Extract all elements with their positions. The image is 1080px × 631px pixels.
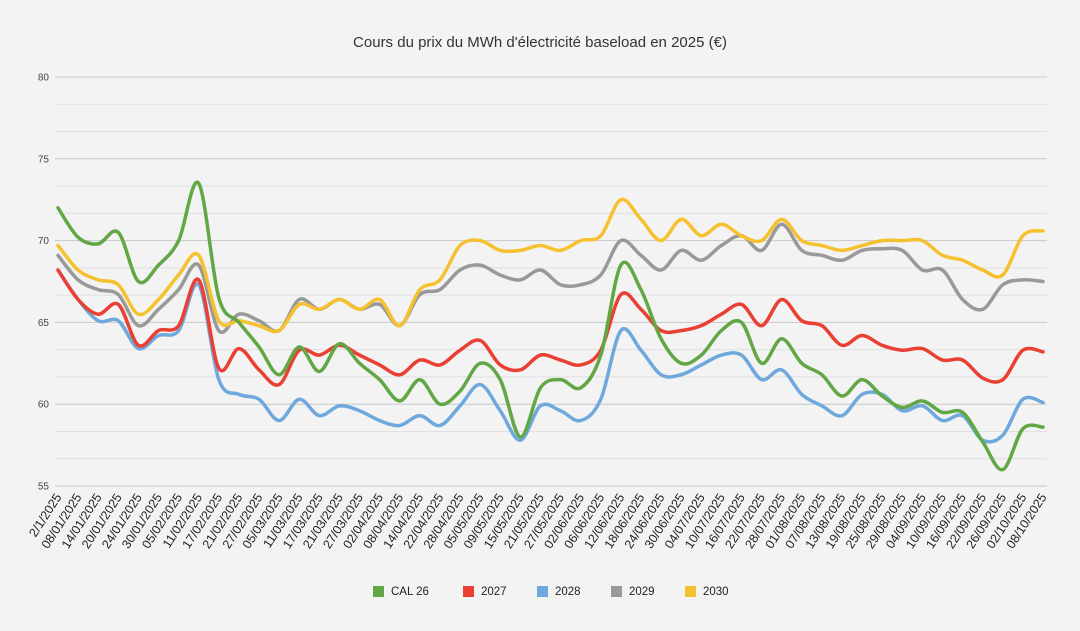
y-tick-label: 80 — [38, 73, 50, 84]
y-tick-label: 60 — [38, 400, 50, 411]
legend-label: 2030 — [703, 586, 729, 598]
legend-label: 2029 — [629, 586, 655, 598]
legend-label: CAL 26 — [391, 586, 429, 598]
x-axis-ticks: 2/1/202508/01/202514/01/202520/01/202524… — [26, 491, 1049, 551]
y-tick-label: 75 — [38, 154, 50, 165]
y-tick-label: 65 — [38, 318, 50, 329]
legend-swatch — [611, 586, 622, 597]
legend-label: 2027 — [481, 586, 507, 598]
series-lines — [56, 180, 1045, 472]
series-line-cal-26 — [56, 180, 1045, 472]
legend-swatch — [685, 586, 696, 597]
legend-swatch — [537, 586, 548, 597]
legend: CAL 26 2027 2028 2029 2030 — [373, 586, 729, 598]
legend-swatch — [373, 586, 384, 597]
chart-title: Cours du prix du MWh d'électricité basel… — [353, 34, 727, 51]
legend-label: 2028 — [555, 586, 581, 598]
y-tick-label: 70 — [38, 236, 50, 247]
legend-swatch — [463, 586, 474, 597]
y-tick-label: 55 — [38, 482, 50, 493]
y-axis-ticks: 55 60 65 70 75 80 — [38, 73, 50, 493]
gridlines — [55, 76, 1047, 487]
